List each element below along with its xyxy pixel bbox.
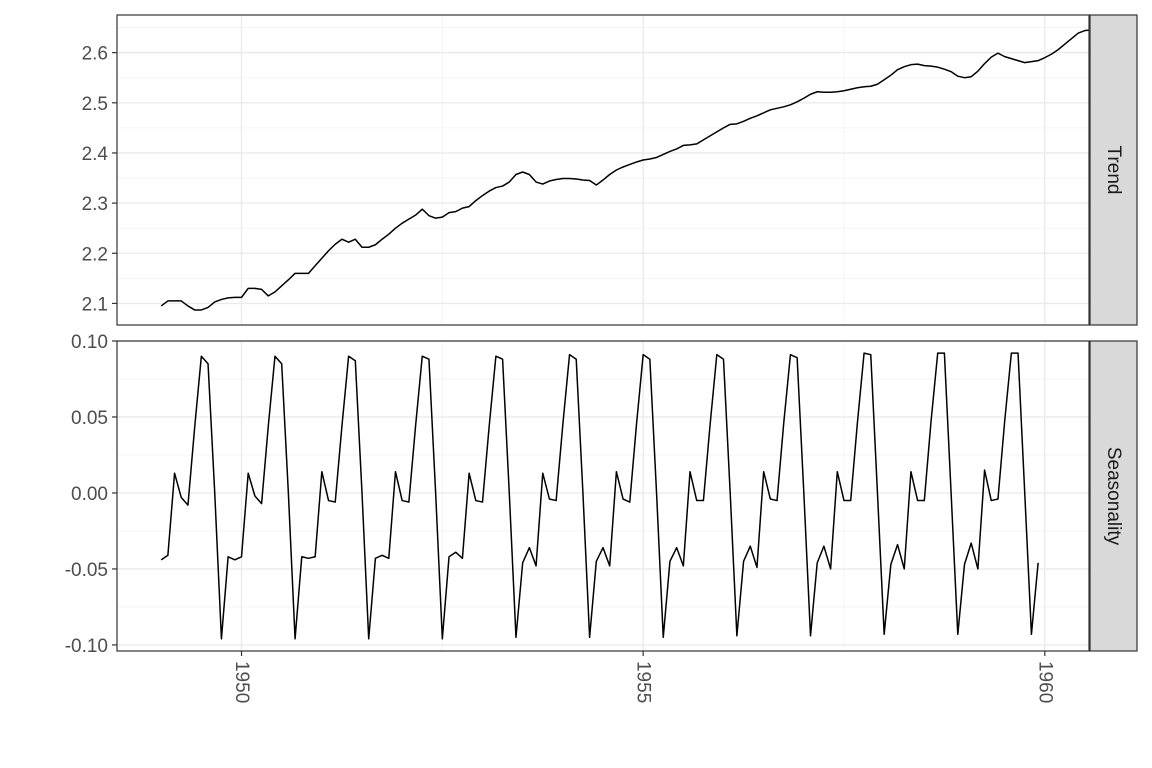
- y-tick-label: 0.05: [71, 408, 108, 429]
- panels-layer: 2.1 2.2 2.3 2.4 2.5 2.6 Trend -0.10 -0.05 0.00 0.0…: [65, 14, 1138, 657]
- series-line-trend: [160, 24, 1119, 311]
- y-tick-label: 2.2: [82, 244, 108, 265]
- y-tick-label: 2.3: [82, 194, 108, 215]
- panel-trend: 2.1 2.2 2.3 2.4 2.5 2.6 Trend: [82, 14, 1138, 326]
- panel-border: [116, 14, 1090, 326]
- facet-strip: [1089, 340, 1138, 652]
- y-tick-label: 2.1: [82, 294, 108, 315]
- y-tick-label: -0.05: [65, 560, 108, 581]
- x-tick-label: 1960: [1034, 661, 1055, 703]
- y-tick-label: 0.10: [71, 332, 108, 353]
- panel-background: [117, 341, 1089, 651]
- panel-background: [117, 15, 1089, 325]
- y-tick-label: 0.00: [71, 484, 108, 505]
- panel-border: [116, 340, 1090, 652]
- y-tick-label: 2.6: [82, 44, 108, 65]
- y-tick-label: -0.10: [65, 636, 108, 657]
- x-tick-label: 1955: [633, 661, 654, 703]
- facet-strip-label: Seasonality: [1103, 447, 1124, 546]
- series-line-seasonality: [160, 352, 1039, 640]
- facet-strip-label: Trend: [1103, 146, 1124, 195]
- y-tick-label: 2.5: [82, 94, 108, 115]
- facet-strip: [1089, 14, 1138, 326]
- y-tick-label: 2.4: [82, 144, 109, 165]
- x-tick-label: 1950: [231, 661, 252, 703]
- panel-seasonality: -0.10 -0.05 0.00 0.05 0.10 Seasonality: [65, 332, 1138, 657]
- x-axis: 1950 1955 1960: [231, 651, 1055, 703]
